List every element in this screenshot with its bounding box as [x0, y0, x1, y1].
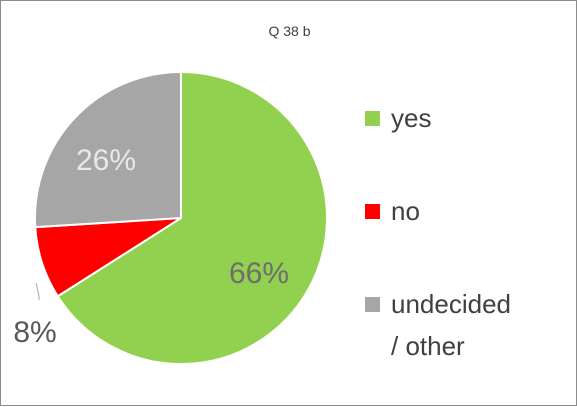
pie-data-label-1: 8% — [13, 316, 56, 349]
legend-label-undecided: undecided / other — [391, 289, 511, 361]
pie-data-label-0: 66% — [229, 257, 289, 290]
pie-slice-2 — [34, 70, 182, 229]
legend-swatch-no — [365, 204, 380, 219]
legend-item-yes: yes — [365, 97, 431, 139]
legend-item-no: no — [365, 190, 420, 232]
legend-item-undecided: undecided / other — [365, 283, 511, 367]
legend-swatch-yes — [365, 111, 380, 126]
pie-slice-0 — [56, 70, 328, 365]
legend-label-yes: yes — [391, 103, 432, 133]
chart-title: Q 38 b — [268, 23, 311, 39]
legend-swatch-undecided — [365, 297, 380, 312]
leader-line-1 — [35, 283, 40, 300]
legend-label-no: no — [391, 196, 420, 226]
pie-data-label-2: 26% — [76, 144, 136, 177]
